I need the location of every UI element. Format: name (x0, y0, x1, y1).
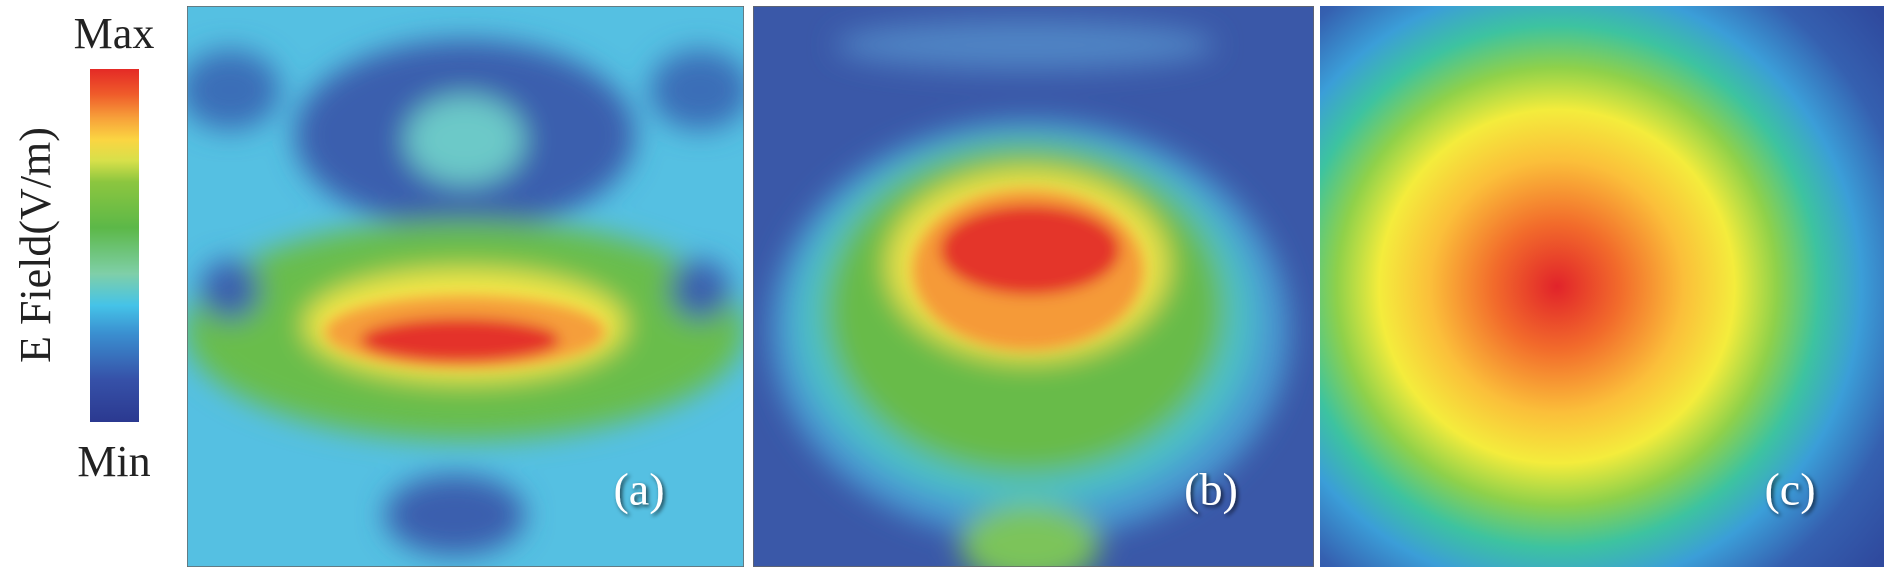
panel-label: (c) (1764, 464, 1815, 515)
colorbar-max: Max (74, 9, 155, 58)
panel-label: (b) (1184, 464, 1238, 515)
colorbar (90, 69, 139, 422)
colorbar-title: E Field(V/m) (11, 127, 60, 363)
colorbar-min: Min (77, 437, 150, 486)
panel-label: (a) (613, 464, 664, 515)
panel-c (1320, 6, 1884, 567)
panel-a (187, 6, 744, 567)
panel-b (753, 6, 1314, 567)
